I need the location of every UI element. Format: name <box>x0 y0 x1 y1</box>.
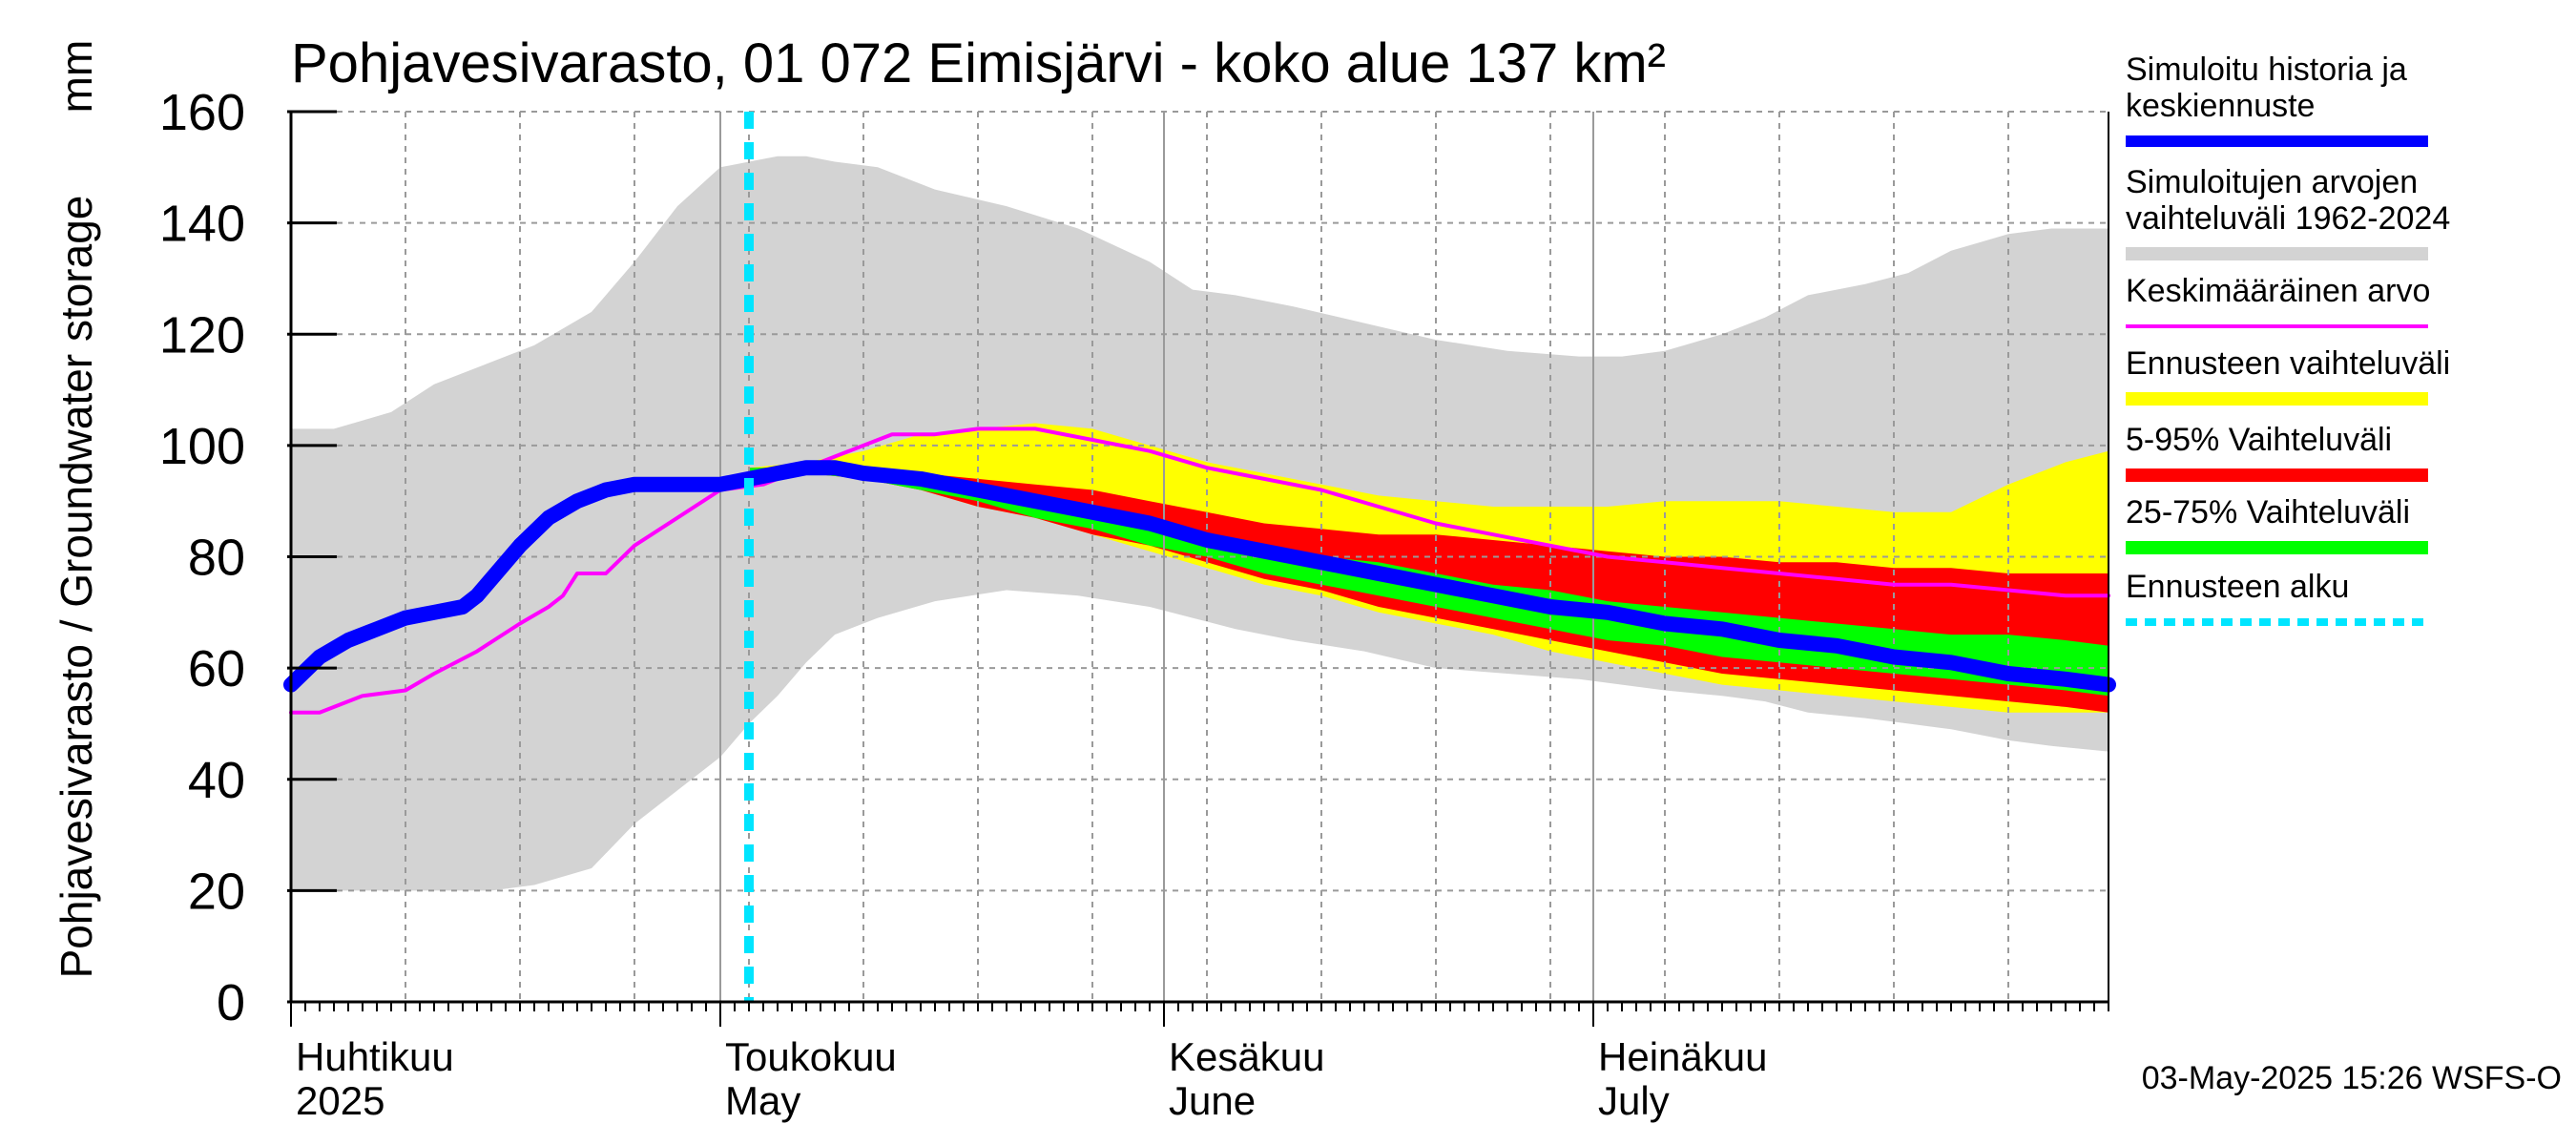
x-month-label: Huhtikuu <box>296 1034 454 1079</box>
x-year-label: May <box>725 1078 800 1123</box>
legend-label: Ennusteen alku <box>2126 569 2349 605</box>
median-line <box>283 460 2116 693</box>
lines-layer <box>283 112 2116 1002</box>
chart-title: Pohjavesivarasto, 01 072 Eimisjärvi - ko… <box>291 32 1666 94</box>
bands-layer <box>291 156 2109 891</box>
x-month-label: Kesäkuu <box>1169 1034 1324 1079</box>
x-year-label: 2025 <box>296 1078 384 1123</box>
grid-layer <box>291 111 2109 1002</box>
y-axis-unit: mm <box>52 40 101 114</box>
x-year-label: June <box>1169 1078 1256 1123</box>
legend-label: Simuloitu historia ja <box>2126 52 2407 88</box>
y-tick-label: 40 <box>188 752 245 809</box>
y-tick-label: 20 <box>188 863 245 920</box>
legend-label: keskiennuste <box>2126 88 2315 124</box>
y-tick-label: 160 <box>159 84 245 141</box>
timestamp: 03-May-2025 15:26 WSFS-O <box>2142 1060 2562 1096</box>
legend-label: 25-75% Vaihteluväli <box>2126 494 2410 531</box>
legend-label: Simuloitujen arvojen <box>2126 164 2418 200</box>
legend-label: 5-95% Vaihteluväli <box>2126 422 2392 458</box>
y-tick-label: 100 <box>159 418 245 475</box>
mean-line <box>289 427 2110 715</box>
legend-label: Ennusteen vaihteluväli <box>2126 345 2450 382</box>
y-tick-label: 140 <box>159 196 245 253</box>
y-axis-label: Pohjavesivarasto / Groundwater storage <box>52 196 101 979</box>
y-tick-label: 0 <box>217 974 245 1031</box>
y-tick-label: 80 <box>188 530 245 587</box>
x-year-label: July <box>1598 1078 1670 1123</box>
x-month-label: Toukokuu <box>725 1034 897 1079</box>
legend-label: vaihteluväli 1962-2024 <box>2126 200 2450 237</box>
legend-label: Keskimääräinen arvo <box>2126 273 2430 309</box>
y-tick-label: 60 <box>188 640 245 697</box>
x-month-label: Heinäkuu <box>1598 1034 1767 1079</box>
y-tick-label: 120 <box>159 306 245 364</box>
